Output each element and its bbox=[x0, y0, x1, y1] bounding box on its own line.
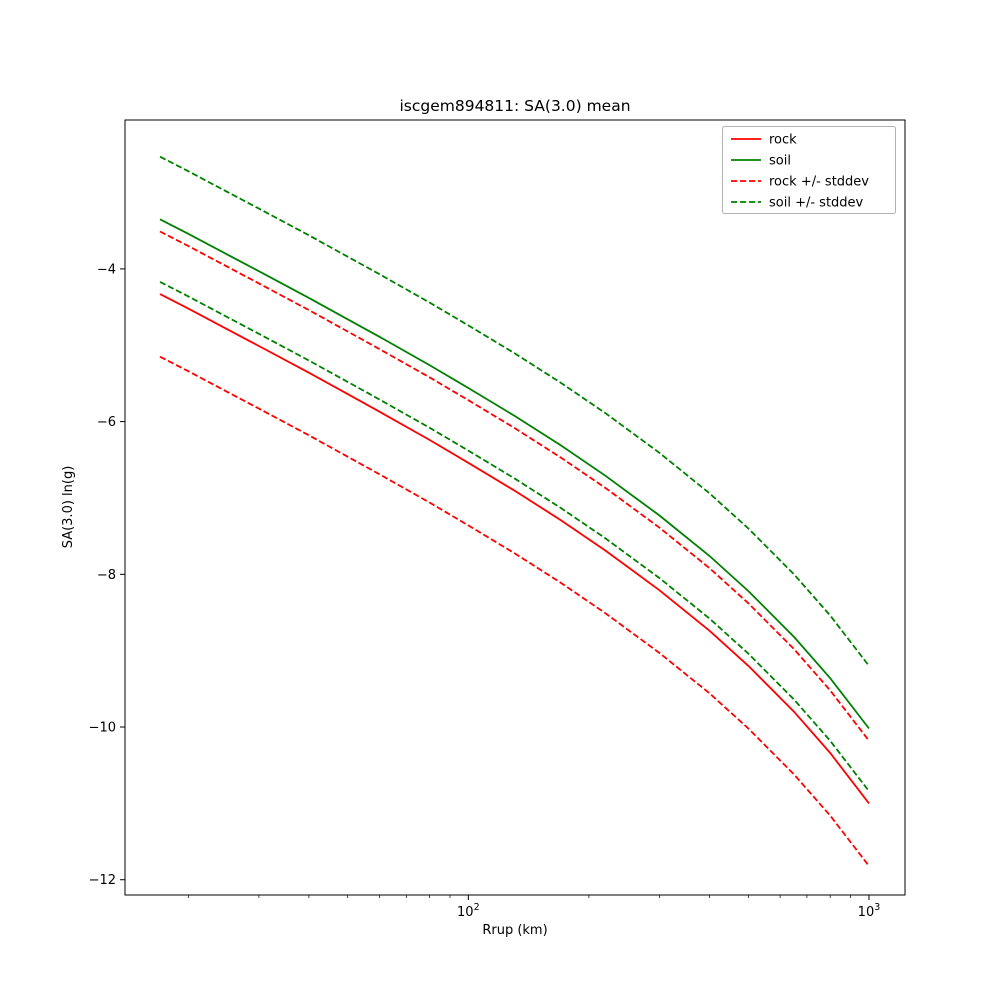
series-line-soil-mean bbox=[159, 218, 870, 730]
legend-label-1: soil bbox=[769, 154, 791, 169]
x-axis-label: Rrup (km) bbox=[482, 923, 547, 938]
plot-area: 102 103 −4 −6 −8 −10 −12 rock soil rock +/- stdde… bbox=[89, 119, 906, 920]
series-line-soil-lower-stddev bbox=[159, 281, 870, 792]
x-tick-label: 102 bbox=[457, 902, 480, 920]
y-tick-label: −4 bbox=[97, 262, 116, 277]
y-tick-label: −6 bbox=[97, 415, 116, 430]
series-line-rock-lower-stddev bbox=[159, 355, 870, 867]
chart-title: iscgem894811: SA(3.0) mean bbox=[399, 97, 630, 115]
legend: rock soil rock +/- stddev soil +/- stddev bbox=[722, 126, 896, 214]
x-tick-label: 103 bbox=[858, 902, 881, 920]
series-line-soil-upper-stddev bbox=[159, 155, 870, 667]
legend-label-3: soil +/- stddev bbox=[769, 196, 864, 211]
y-tick-label: −10 bbox=[89, 721, 116, 736]
y-axis-label: SA(3.0) ln(g) bbox=[61, 466, 76, 549]
y-tick-label: −12 bbox=[89, 873, 116, 888]
legend-label-0: rock bbox=[769, 133, 797, 148]
series-line-rock-upper-stddev bbox=[159, 230, 870, 742]
y-tick-label: −8 bbox=[97, 568, 116, 583]
plot-frame bbox=[124, 119, 906, 896]
series-line-rock-mean bbox=[159, 293, 870, 804]
legend-box bbox=[722, 126, 896, 214]
legend-label-2: rock +/- stddev bbox=[769, 175, 869, 190]
